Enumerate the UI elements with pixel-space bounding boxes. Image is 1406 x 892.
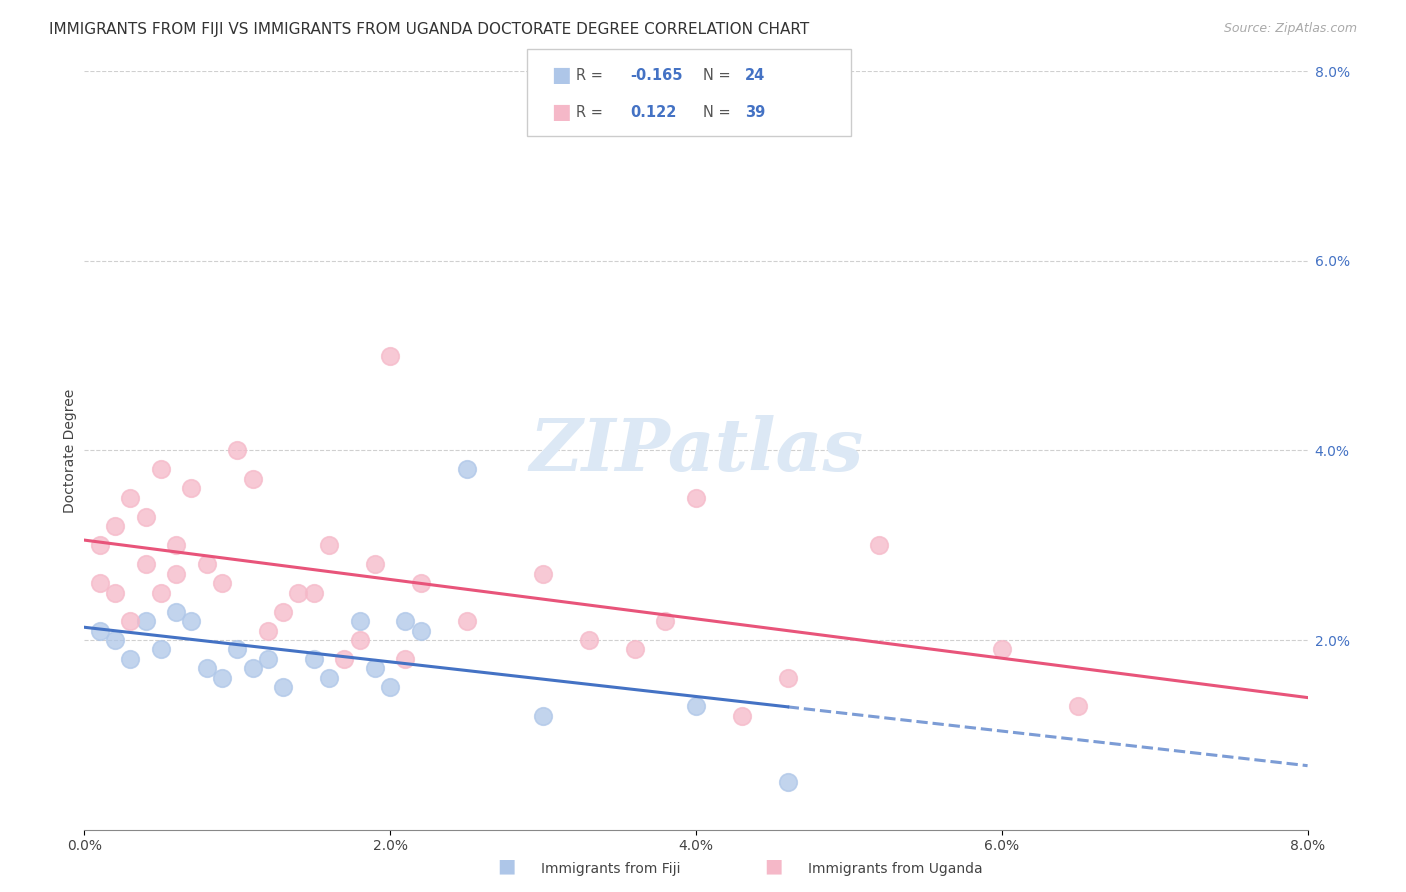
Point [89,538,111,552]
Point [149,462,172,476]
Point [226,443,249,458]
Point [180,614,202,628]
Point [226,642,249,657]
Point [333,652,356,666]
Text: ■: ■ [551,103,571,122]
Text: IMMIGRANTS FROM FIJI VS IMMIGRANTS FROM UGANDA DOCTORATE DEGREE CORRELATION CHAR: IMMIGRANTS FROM FIJI VS IMMIGRANTS FROM … [49,22,810,37]
Text: Immigrants from Uganda: Immigrants from Uganda [808,862,983,876]
Point [120,614,142,628]
Text: Source: ZipAtlas.com: Source: ZipAtlas.com [1223,22,1357,36]
Point [456,614,478,628]
Text: R =: R = [576,68,607,83]
Text: N =: N = [703,68,735,83]
Point [104,585,127,599]
Point [685,699,707,714]
Text: Immigrants from Fiji: Immigrants from Fiji [541,862,681,876]
Point [578,633,600,648]
Text: N =: N = [703,105,735,120]
Point [409,624,432,638]
Point [287,585,309,599]
Point [1067,699,1090,714]
Text: ZIPatlas: ZIPatlas [529,415,863,486]
Point [302,652,325,666]
Point [149,585,172,599]
Point [271,605,294,619]
Point [685,491,707,505]
Point [211,671,233,685]
Point [257,652,280,666]
Point [654,614,676,628]
Point [257,624,280,638]
Point [380,681,402,695]
Point [165,538,187,552]
Point [624,642,647,657]
Point [364,557,387,572]
Point [149,642,172,657]
Point [869,538,891,552]
Point [120,491,142,505]
Point [318,671,340,685]
Point [135,557,157,572]
Point [731,708,754,723]
Point [380,349,402,363]
Point [104,519,127,533]
Point [165,605,187,619]
Y-axis label: Doctorate Degree: Doctorate Degree [63,388,77,513]
Point [990,642,1012,657]
Point [271,681,294,695]
Point [394,652,416,666]
Text: ■: ■ [551,65,571,86]
Point [89,576,111,591]
Point [394,614,416,628]
Point [180,482,202,496]
Text: -0.165: -0.165 [630,68,682,83]
Point [302,585,325,599]
Point [242,661,264,675]
Point [456,462,478,476]
Text: 39: 39 [745,105,765,120]
Text: ■: ■ [496,857,516,876]
Text: R =: R = [576,105,613,120]
Point [409,576,432,591]
Point [318,538,340,552]
Point [89,624,111,638]
Point [195,557,218,572]
Point [135,509,157,524]
Text: ■: ■ [763,857,783,876]
Point [165,566,187,581]
Point [211,576,233,591]
Point [531,708,554,723]
Point [104,633,127,648]
Point [120,652,142,666]
Point [349,633,371,648]
Point [195,661,218,675]
Point [364,661,387,675]
Point [135,614,157,628]
Point [776,671,799,685]
Point [776,775,799,789]
Point [349,614,371,628]
Text: 0.122: 0.122 [630,105,676,120]
Point [531,566,554,581]
Point [242,472,264,486]
Text: 24: 24 [745,68,765,83]
